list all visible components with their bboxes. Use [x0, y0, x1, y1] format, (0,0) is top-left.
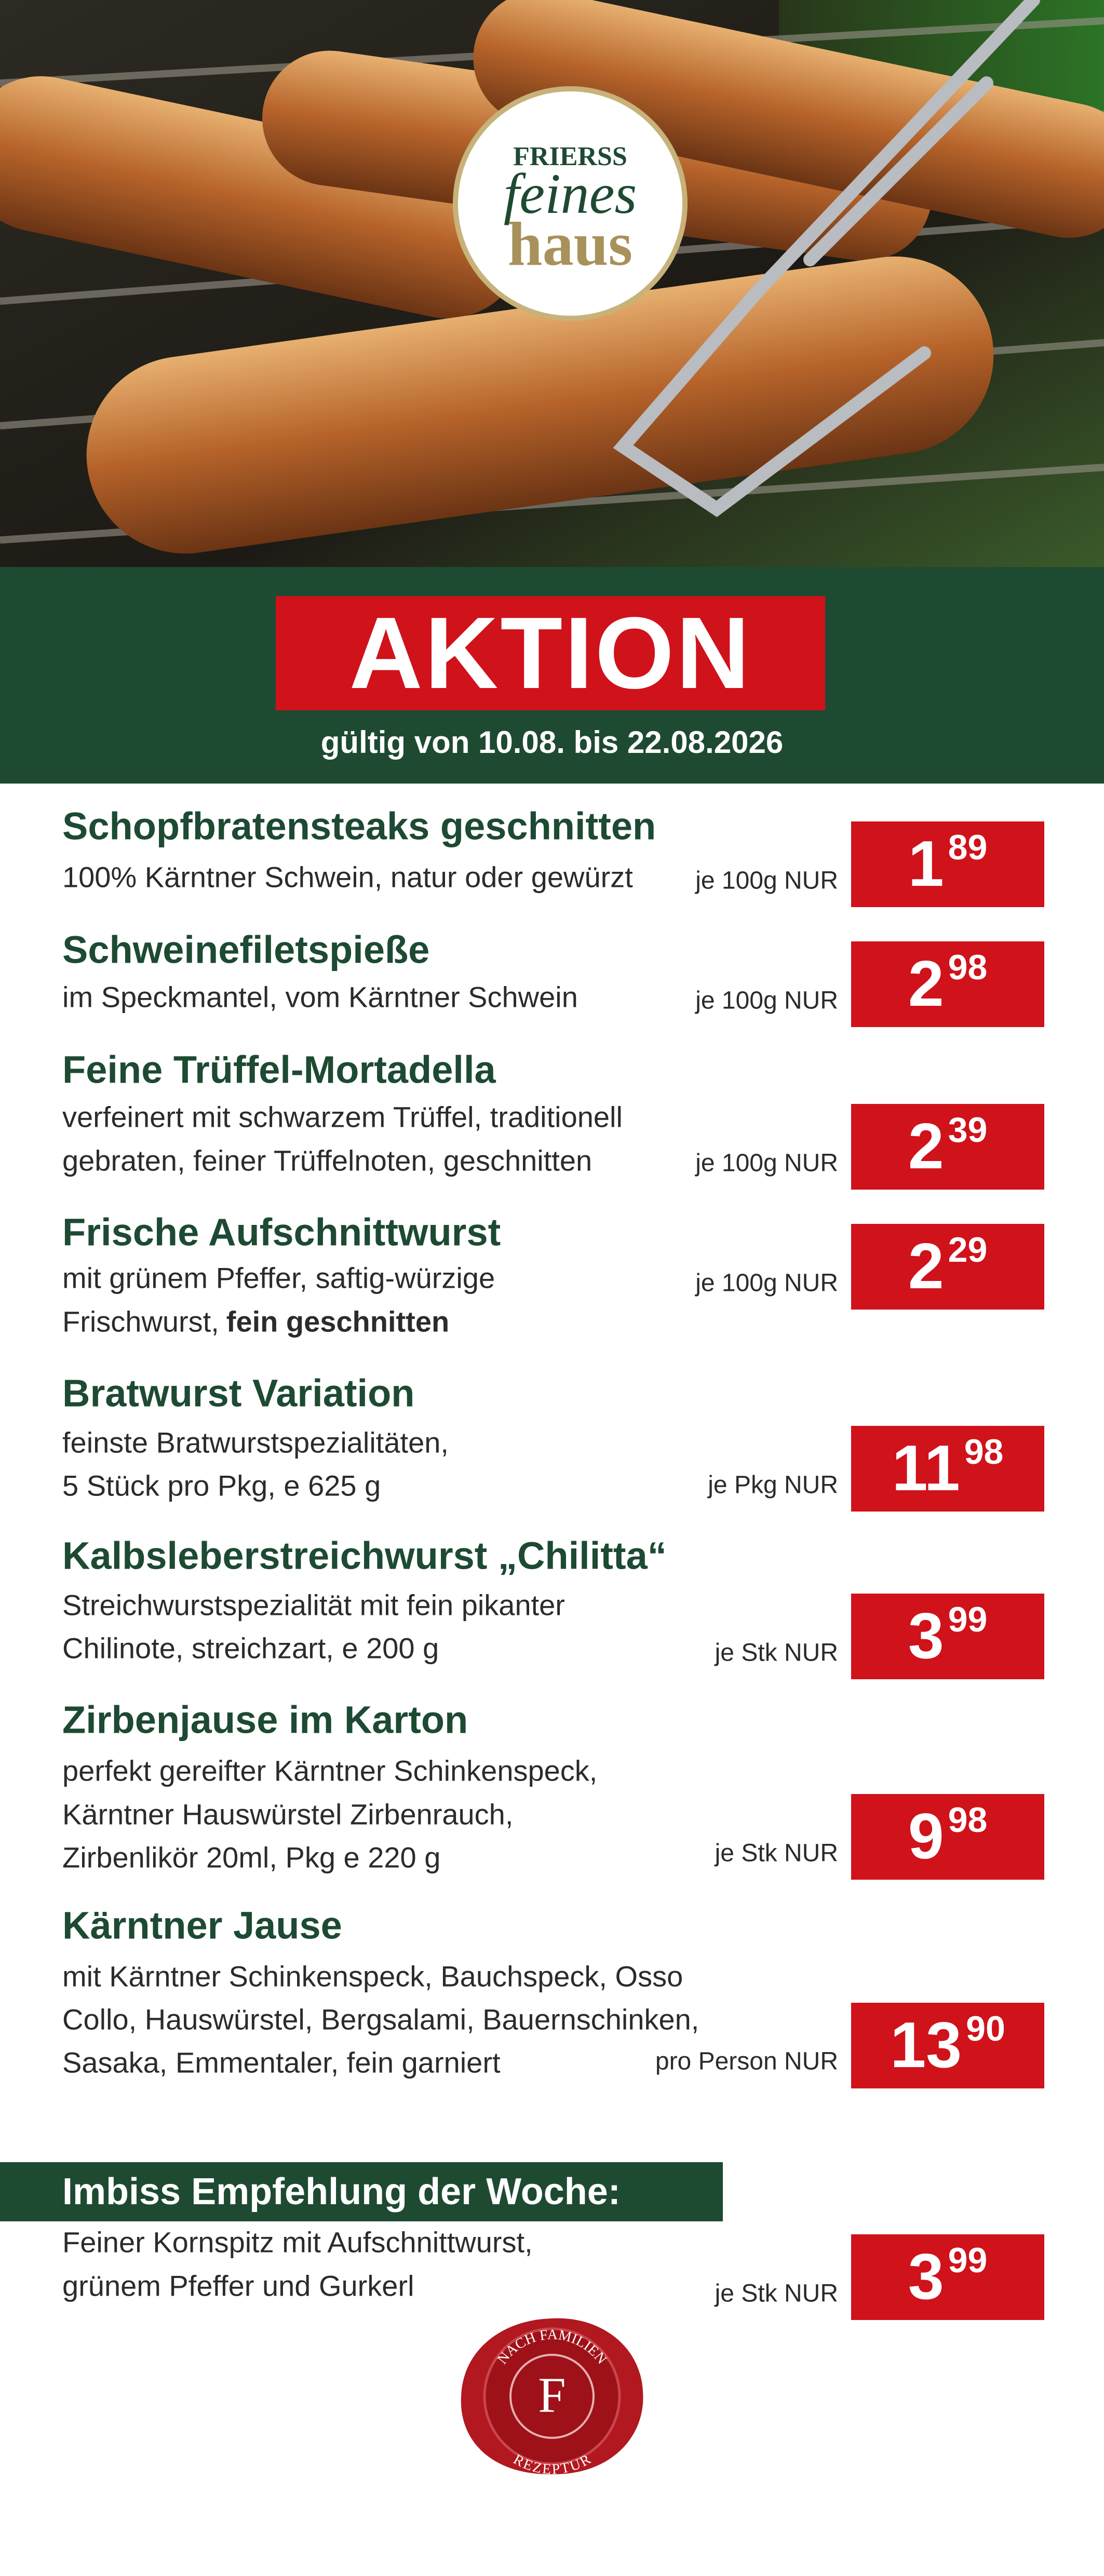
item-name: Kärntner Jause: [62, 1904, 342, 1947]
price-box: 3 99: [851, 1593, 1044, 1679]
price-main: 3: [908, 2241, 944, 2313]
unit-label: je 100g NUR: [695, 987, 838, 1015]
item-description: Zirbenlikör 20ml, Pkg e 220 g: [62, 1841, 441, 1874]
unit-label: je Stk NUR: [715, 2280, 838, 2307]
logo-brand: FRIERSS: [513, 142, 627, 171]
item-description: mit Kärntner Schinkenspeck, Bauchspeck, …: [62, 1960, 683, 1993]
snack-heading: Imbiss Empfehlung der Woche:: [0, 2162, 723, 2221]
item-description: 5 Stück pro Pkg, e 625 g: [62, 1469, 381, 1502]
unit-label: je 100g NUR: [695, 1269, 838, 1297]
badge: AKTION: [276, 596, 825, 710]
price-box: 2 29: [851, 1223, 1044, 1310]
price-box: 2 39: [851, 1104, 1044, 1190]
price-box: 9 98: [851, 1793, 1044, 1880]
item-name: Frische Aufschnittwurst: [62, 1210, 501, 1254]
price-main: 11: [892, 1433, 960, 1505]
item-description: Streichwurstspezialität mit fein pikante…: [62, 1588, 565, 1622]
unit-label: je Stk NUR: [715, 1639, 838, 1667]
item-description: Sasaka, Emmentaler, fein garniert: [62, 2046, 501, 2079]
unit-label: je Pkg NUR: [708, 1471, 838, 1499]
unit-label: pro Person NUR: [655, 2047, 838, 2075]
seal-letter: F: [538, 2367, 566, 2423]
unit-label: je 100g NUR: [695, 1149, 838, 1177]
item-description: im Speckmantel, vom Kärntner Schwein: [62, 980, 578, 1014]
item-name: Zirbenjause im Karton: [62, 1698, 468, 1742]
item-description: Chilinote, streichzart, e 200 g: [62, 1631, 439, 1665]
price-box: 2 98: [851, 941, 1044, 1027]
logo-word: feines: [504, 162, 637, 225]
item-description: perfekt gereifter Kärntner Schinkenspeck…: [62, 1754, 598, 1787]
price-box: 1 89: [851, 821, 1044, 907]
item-description-bold: fein geschnitten: [226, 1305, 450, 1338]
price-cents: 98: [964, 1432, 1004, 1472]
item-name: Kalbsleberstreichwurst „Chilitta“: [62, 1534, 667, 1577]
item-description: feinste Bratwurstspezialitäten,: [62, 1426, 449, 1459]
item-description: gebraten, feiner Trüffelnoten, geschnitt…: [62, 1144, 593, 1177]
item-description: verfeinert mit schwarzem Trüffel, tradit…: [62, 1100, 623, 1134]
item-description: Collo, Hauswürstel, Bergsalami, Bauernsc…: [62, 2003, 699, 2036]
item-description: Feiner Kornspitz mit Aufschnittwurst,: [62, 2226, 533, 2259]
price-main: 2: [908, 1230, 944, 1302]
logo-word: haus: [508, 209, 632, 278]
item-name: Schopfbratensteaks geschnitten: [62, 804, 656, 848]
price-main: 3: [908, 1600, 944, 1672]
price-main: 2: [908, 948, 944, 1020]
price-box: 11 98: [851, 1426, 1044, 1512]
item-description: Kärntner Hauswürstel Zirbenrauch,: [62, 1798, 514, 1831]
price-main: 13: [890, 2009, 962, 2081]
item-name: Feine Trüffel-Mortadella: [62, 1048, 496, 1091]
price-cents: 90: [966, 2008, 1005, 2048]
price-main: 1: [908, 828, 944, 900]
price-cents: 89: [948, 827, 988, 867]
price-cents: 99: [948, 1599, 988, 1639]
validity: gültig von 10.08. bis 22.08.2026: [320, 725, 784, 760]
seal: NACH FAMILIEN REZEPTUR F: [461, 2318, 643, 2477]
price-cents: 39: [948, 1110, 988, 1150]
unit-label: je Stk NUR: [715, 1839, 838, 1867]
hero-photo: FRIERSS feines haus: [0, 0, 1104, 567]
item-description: grünem Pfeffer und Gurkerl: [62, 2269, 414, 2302]
price-box: 3 99: [851, 2234, 1044, 2320]
unit-label: je 100g NUR: [695, 867, 838, 895]
price-cents: 99: [948, 2240, 988, 2280]
price-main: 2: [908, 1111, 944, 1182]
item-name: Bratwurst Variation: [62, 1371, 415, 1415]
price-cents: 98: [948, 947, 988, 987]
price-box: 13 90: [851, 2002, 1044, 2088]
item-description: mit grünem Pfeffer, saftig-würzige: [62, 1261, 495, 1294]
price-cents: 98: [948, 1800, 988, 1840]
item-description: 100% Kärntner Schwein, natur oder gewürz…: [62, 860, 633, 894]
item-name: Schweinefiletspieße: [62, 928, 430, 972]
item-description: Frischwurst, fein geschnitten: [62, 1305, 450, 1338]
price-cents: 29: [948, 1230, 988, 1270]
price-main: 9: [908, 1800, 944, 1872]
